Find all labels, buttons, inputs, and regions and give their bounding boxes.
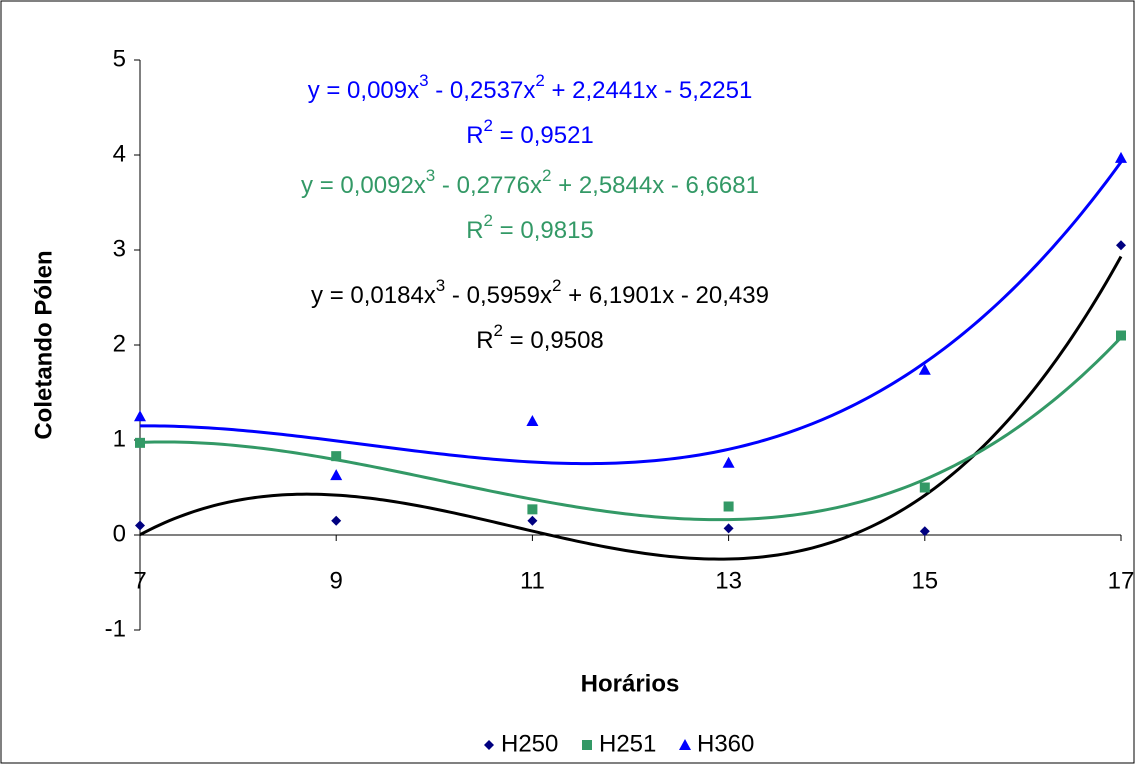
superscript: 3 <box>419 71 428 90</box>
x-tick-label: 11 <box>520 567 545 594</box>
data-point <box>1115 151 1127 163</box>
data-point <box>1116 240 1126 251</box>
r-squared: R2 = 0,9815 <box>466 211 594 244</box>
equation-part: y = 0,0092x <box>301 172 426 199</box>
y-tick-label: 1 <box>113 425 126 452</box>
data-point <box>134 410 146 422</box>
data-point <box>723 523 734 534</box>
x-axis-title: Horários <box>581 670 680 697</box>
r-squared: R2 = 0,9521 <box>466 116 594 149</box>
equation-part: - 0,2776x <box>435 172 542 199</box>
data-point <box>723 501 734 512</box>
x-tick-label: 17 <box>1108 567 1135 594</box>
equation-part: y = 0,009x <box>308 77 419 104</box>
r-squared: R2 = 0,9508 <box>476 321 604 354</box>
equation-part: y = 0,0184x <box>311 282 436 309</box>
data-point <box>330 469 343 481</box>
y-tick-label: 2 <box>113 330 126 357</box>
data-point <box>918 363 931 375</box>
equation-part: + 2,2441x - 5,2251 <box>545 77 753 104</box>
data-point <box>919 526 930 537</box>
x-tick-label: 9 <box>330 567 343 594</box>
equation-part: + 6,1901x - 20,439 <box>561 282 769 309</box>
superscript: 2 <box>542 166 551 185</box>
superscript: 2 <box>494 321 503 340</box>
superscript: 3 <box>436 276 445 295</box>
x-tick-label: 13 <box>715 567 742 594</box>
superscript: 2 <box>484 211 493 230</box>
x-tick-label: 15 <box>911 567 938 594</box>
data-point <box>135 520 145 531</box>
data-point <box>526 415 539 426</box>
y-tick-label: 5 <box>113 45 126 72</box>
data-point <box>919 482 930 493</box>
y-tick-label: 3 <box>113 235 126 262</box>
equation-part: - 0,5959x <box>445 282 552 309</box>
trendline <box>139 336 1123 522</box>
legend-marker <box>679 739 691 750</box>
equation-part: R <box>466 217 483 244</box>
y-tick-label: 0 <box>113 520 126 547</box>
data-point <box>527 515 538 526</box>
trendline <box>139 255 1123 561</box>
data-point <box>331 515 342 526</box>
legend-label: H251 <box>599 730 656 757</box>
legend-marker <box>582 740 592 750</box>
y-axis-title: Coletando Pólen <box>30 250 57 439</box>
data-point <box>722 456 735 468</box>
data-point <box>527 504 538 515</box>
data-point <box>135 437 145 448</box>
equation-part: - 0,2537x <box>429 77 536 104</box>
superscript: 2 <box>535 71 544 90</box>
equation-part: = 0,9815 <box>493 217 594 244</box>
trendline-equation: y = 0,0184x3 - 0,5959x2 + 6,1901x - 20,4… <box>311 276 769 309</box>
equation-part: R <box>466 122 483 149</box>
superscript: 2 <box>552 276 561 295</box>
superscript: 3 <box>426 166 435 185</box>
legend-label: H250 <box>501 730 558 757</box>
y-tick-label: 4 <box>113 140 126 167</box>
legend-marker <box>484 740 494 750</box>
x-tick-label: 7 <box>133 567 146 594</box>
legend-label: H360 <box>697 730 754 757</box>
trendline <box>139 161 1123 466</box>
equation-part: + 2,5844x - 6,6681 <box>551 172 759 199</box>
trendline-equation: y = 0,0092x3 - 0,2776x2 + 2,5844x - 6,66… <box>301 166 759 199</box>
data-point <box>1116 330 1126 341</box>
equation-part: = 0,9508 <box>503 327 604 354</box>
data-point <box>331 451 342 462</box>
equation-part: = 0,9521 <box>493 122 594 149</box>
trendline-equation: y = 0,009x3 - 0,2537x2 + 2,2441x - 5,225… <box>308 71 753 104</box>
equation-part: R <box>476 327 493 354</box>
y-tick-label: -1 <box>105 615 126 642</box>
superscript: 2 <box>484 116 493 135</box>
